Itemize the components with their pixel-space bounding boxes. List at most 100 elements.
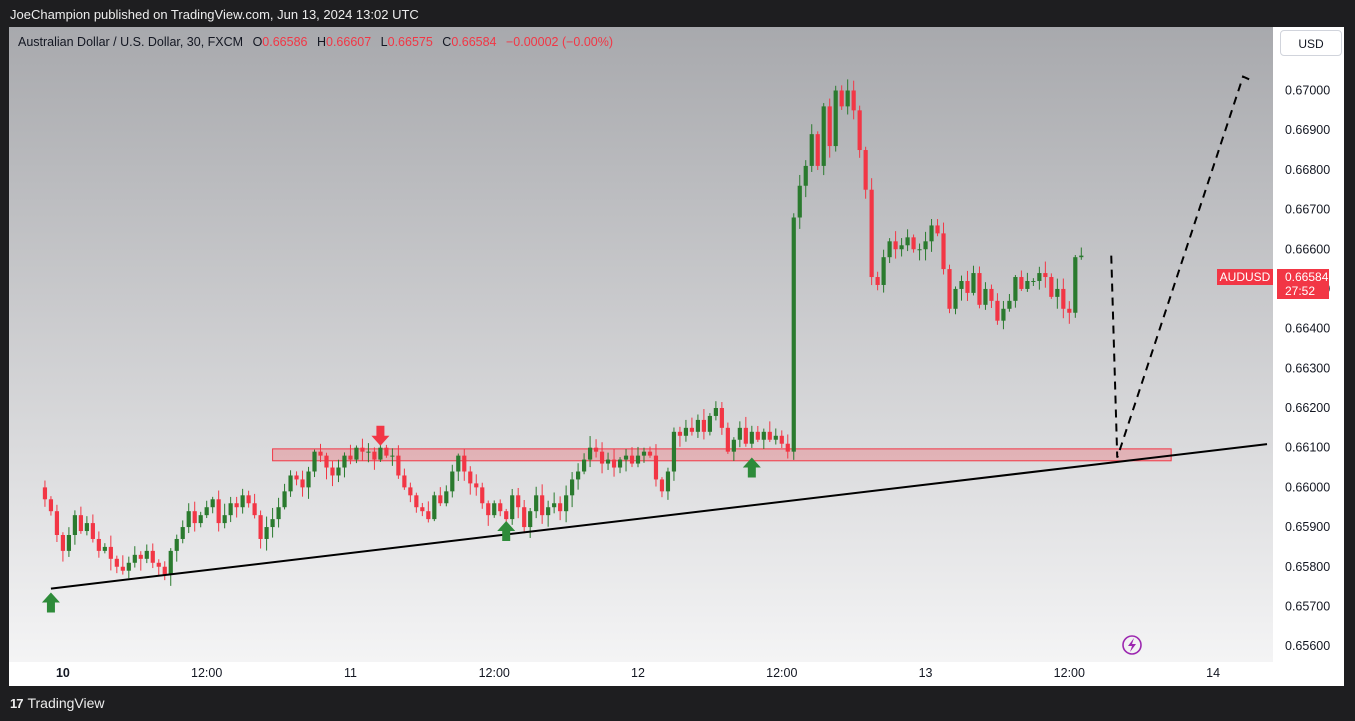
candle-body (264, 527, 269, 539)
candle-body (540, 495, 545, 516)
legend-open-value: 0.66586 (262, 35, 308, 49)
candle (120, 555, 125, 575)
x-tick-label: 12:00 (191, 666, 222, 680)
candle-body (983, 288, 988, 305)
flash-icon[interactable] (1122, 635, 1142, 655)
currency-button[interactable]: USD (1280, 30, 1342, 56)
candle (923, 231, 928, 261)
candle-body (1055, 288, 1060, 297)
candle-body (839, 90, 844, 107)
candle (486, 500, 491, 526)
candle (731, 437, 736, 461)
candle (989, 284, 994, 309)
candle-body (204, 507, 209, 516)
candle (713, 401, 718, 421)
candle-body (234, 503, 239, 508)
legend-close-label: C (442, 35, 452, 49)
candle-body (917, 249, 922, 251)
candle-body (767, 431, 772, 440)
candle (228, 496, 233, 523)
candle-body (971, 273, 976, 293)
arrow-up-icon (742, 457, 761, 478)
candle (905, 229, 910, 252)
candle (204, 500, 209, 519)
candle-body (1067, 308, 1072, 313)
candle-body (120, 566, 125, 571)
candle (72, 510, 77, 545)
candle (593, 439, 599, 458)
candle-body (360, 447, 365, 452)
candle-body (48, 499, 54, 512)
candle-body (791, 217, 796, 452)
candle (150, 543, 155, 569)
candle-body (174, 538, 179, 551)
candle-body (995, 300, 1000, 321)
candle (725, 422, 730, 454)
candle-body (390, 455, 395, 457)
candle-body (222, 515, 227, 524)
candle (1061, 278, 1066, 319)
legend-high-value: 0.66607 (326, 35, 372, 49)
candle-body (408, 487, 413, 496)
candle (342, 452, 347, 478)
candle-body (659, 479, 665, 492)
candle (953, 286, 958, 315)
candle-body (558, 503, 563, 512)
candle (540, 484, 545, 524)
x-tick-label: 12:00 (766, 666, 797, 680)
candle-body (1019, 277, 1024, 289)
candle-body (276, 507, 281, 520)
plot-background (9, 27, 1273, 662)
y-tick-label: 0.66400 (1285, 322, 1330, 336)
candle-body (102, 546, 107, 551)
candle-body (815, 134, 820, 166)
legend-symbol: Australian Dollar / U.S. Dollar, 30, FXC… (18, 35, 244, 49)
chart-frame[interactable]: 0.671000.670000.669000.668000.667000.666… (9, 27, 1344, 686)
y-tick-label: 0.66700 (1285, 203, 1330, 217)
candle (126, 556, 131, 579)
candle-body (929, 225, 934, 242)
candle (132, 546, 137, 568)
candle-body (534, 495, 539, 512)
candle (695, 414, 701, 438)
candle (420, 502, 425, 517)
candle-body (593, 447, 599, 452)
candle (767, 421, 772, 443)
candle-body (150, 550, 155, 563)
candle-body (689, 427, 695, 432)
candle-body (1049, 277, 1054, 297)
candle (558, 496, 563, 521)
candle-body (941, 233, 946, 270)
candle (1043, 261, 1048, 288)
candle (192, 501, 197, 532)
candle-body (444, 491, 449, 504)
candle-body (372, 451, 377, 460)
candle (911, 234, 916, 253)
legend-open-label: O (252, 35, 263, 49)
candle (264, 516, 269, 551)
candle (216, 490, 221, 532)
candle (599, 442, 605, 474)
candle-body (42, 487, 48, 500)
candle (587, 436, 593, 468)
time-axis-background (9, 662, 1273, 686)
y-tick-label: 0.65900 (1285, 520, 1330, 534)
candle (677, 426, 683, 447)
candle (462, 449, 467, 481)
candle-body (851, 90, 856, 111)
candlestick-chart[interactable]: 0.671000.670000.669000.668000.667000.666… (9, 27, 1344, 686)
arrow-down-icon (371, 425, 390, 446)
candle (971, 265, 976, 296)
candle-body (228, 503, 233, 516)
y-tick-label: 0.66600 (1285, 242, 1330, 256)
candle-body (827, 106, 832, 147)
x-tick-label: 12 (631, 666, 645, 680)
candle (294, 471, 299, 486)
candle (881, 249, 886, 293)
legend-low-value: 0.66575 (387, 35, 433, 49)
candle (1037, 266, 1042, 290)
candle (671, 427, 677, 481)
candle-body (965, 281, 970, 293)
candle (785, 434, 790, 459)
x-tick-label: 13 (919, 666, 933, 680)
